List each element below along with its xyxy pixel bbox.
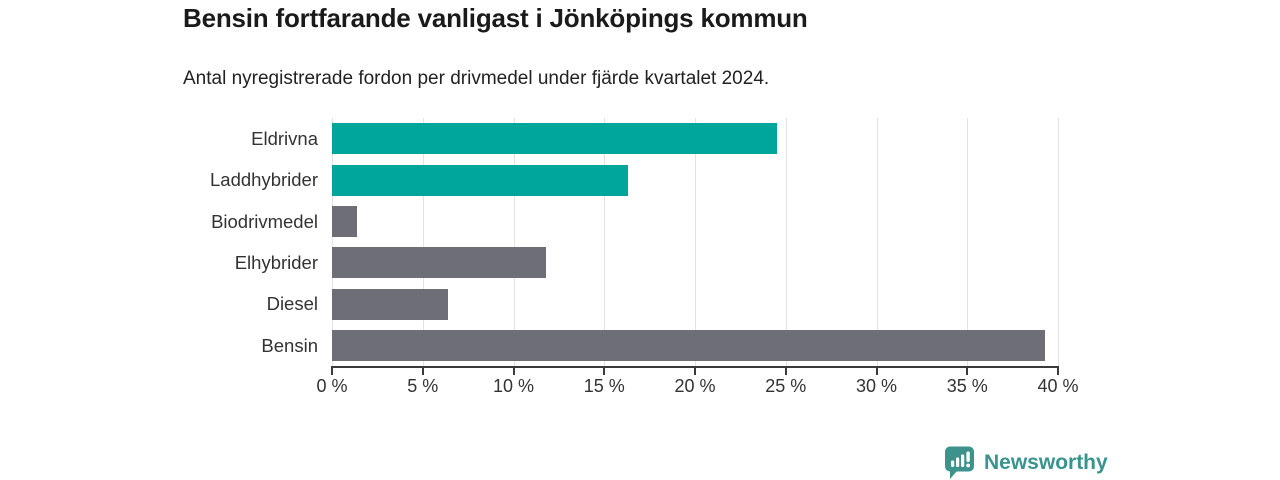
bar-laddhybrider <box>332 164 628 196</box>
bar-diesel <box>332 288 449 320</box>
x-tick-40 <box>1057 368 1059 375</box>
gridline-30 <box>876 118 878 366</box>
x-tick-label-20: 20 % <box>674 376 716 396</box>
category-label-diesel: Diesel <box>266 293 318 315</box>
chart-title: Bensin fortfarande vanligast i Jönköping… <box>183 3 808 33</box>
gridline-10 <box>513 118 515 366</box>
x-tick-label-10: 10 % <box>492 376 535 396</box>
x-tick-label-15: 15 % <box>583 376 625 396</box>
category-label-bensin: Bensin <box>261 334 318 356</box>
x-tick-25 <box>784 368 787 375</box>
x-tick-20 <box>694 368 696 375</box>
gridline-20 <box>695 118 696 366</box>
x-tick-5 <box>421 368 424 375</box>
x-tick-35 <box>966 368 969 375</box>
x-axis-line <box>331 366 1059 368</box>
bar-eldrivna <box>332 123 777 155</box>
category-label-laddhybrider: Laddhybrider <box>210 169 318 191</box>
x-tick-30 <box>875 368 878 375</box>
category-label-eldrivna: Eldrivna <box>251 128 318 149</box>
category-axis-labels: Eldrivna Laddhybrider Biodrivmedel Elhybrid… <box>0 118 318 366</box>
gridline-15 <box>604 118 606 366</box>
x-tick-0 <box>331 368 333 375</box>
bar-biodrivmedel <box>332 205 358 237</box>
newsworthy-logo[interactable]: Newsworthy <box>943 445 1108 480</box>
chart-subtitle: Antal nyregistrerade fordon per drivmede… <box>183 68 770 89</box>
category-label-biodrivmedel: Biodrivmedel <box>211 210 318 232</box>
x-tick-10 <box>512 368 515 375</box>
newsworthy-wordmark: Newsworthy <box>984 450 1108 474</box>
x-tick-label-30: 30 % <box>855 376 898 396</box>
x-tick-label-35: 35 % <box>946 376 988 396</box>
x-tick-15 <box>603 368 606 375</box>
gridline-5 <box>422 118 424 366</box>
bar-chart-speech-bubble-icon <box>943 445 976 480</box>
plot-area <box>332 118 1059 366</box>
x-tick-label-40: 40 % <box>1037 376 1079 396</box>
gridline-40 <box>1058 118 1059 366</box>
bar-elhybrider <box>332 247 547 279</box>
x-tick-label-0: 0 % <box>316 376 348 396</box>
x-tick-label-25: 25 % <box>765 376 807 396</box>
category-label-elhybrider: Elhybrider <box>234 252 318 273</box>
gridline-0 <box>332 118 333 366</box>
gridline-25 <box>785 118 787 366</box>
bar-bensin <box>332 329 1046 361</box>
gridline-35 <box>967 118 969 366</box>
x-tick-label-5: 5 % <box>407 376 439 396</box>
